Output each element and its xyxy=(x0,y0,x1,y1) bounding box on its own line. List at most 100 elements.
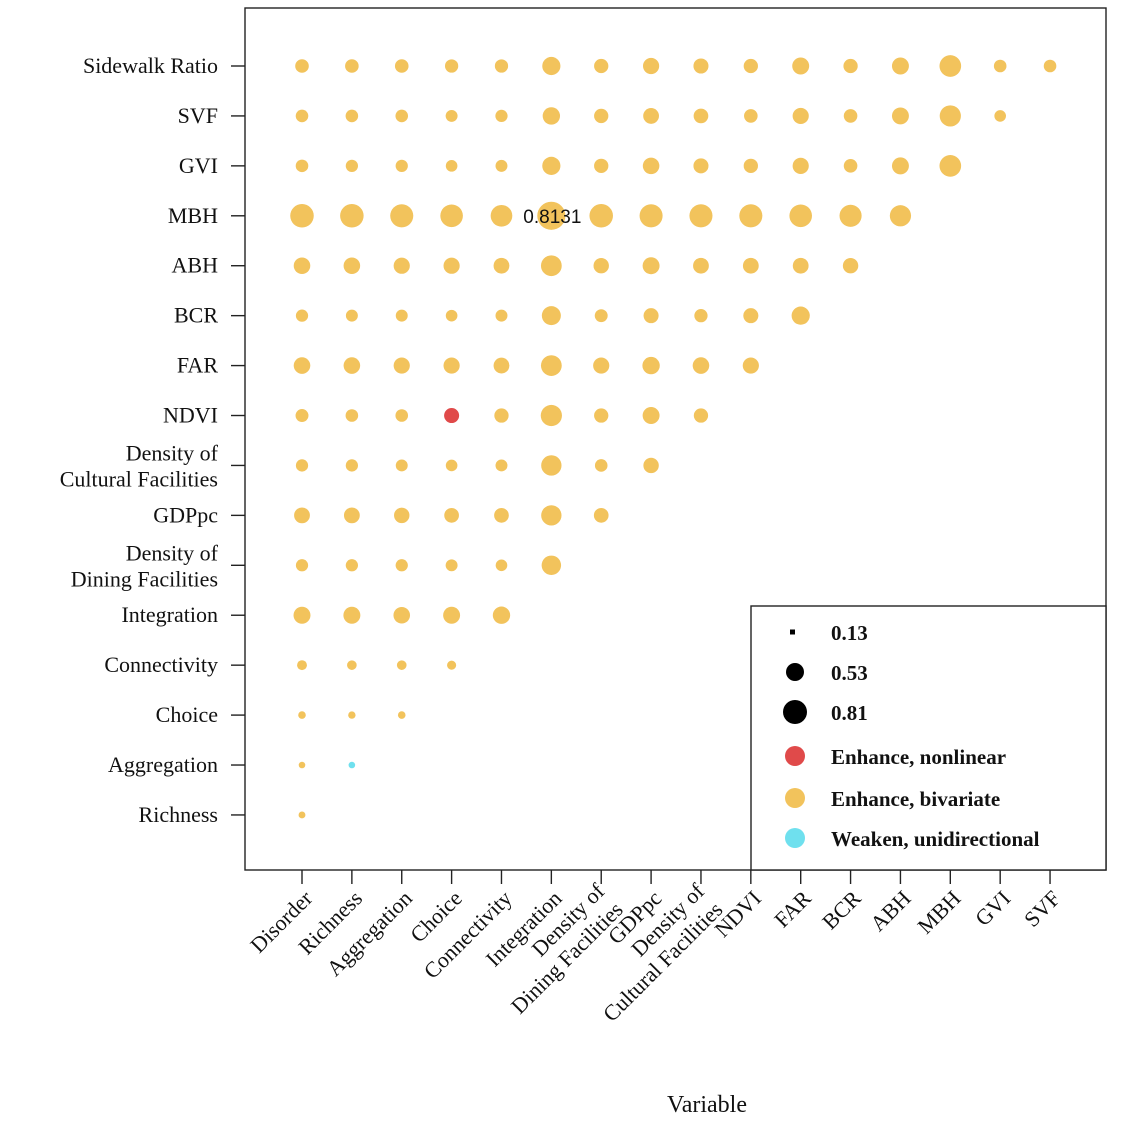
bubble-gvi-x-richness xyxy=(345,159,358,172)
bubble-svf-x-far xyxy=(792,107,809,125)
bubble-ndvi-x-richness xyxy=(345,409,359,422)
legend-size-key-0-53 xyxy=(786,663,804,681)
bubble-abh-x-gdppc xyxy=(642,257,660,275)
bubble-svf-x-disorder xyxy=(295,109,309,123)
bubble-connectivity-x-disorder xyxy=(297,660,307,671)
bubble-abh-x-richness xyxy=(343,257,361,274)
bubble-gdppc-x-connectivity xyxy=(494,508,509,523)
legend-label-enhance-bivariate: Enhance, bivariate xyxy=(831,787,1000,811)
bubble-abh-x-disorder xyxy=(293,257,311,274)
bubble-svf-x-mbh xyxy=(939,105,961,127)
bubble-aggregation-x-disorder xyxy=(298,761,306,769)
y-tick-label-sidewalk-ratio: Sidewalk Ratio xyxy=(83,53,218,78)
bubble-density-of-dining-facilities-x-richness xyxy=(345,559,358,572)
bubble-integration-x-aggregation xyxy=(393,606,411,624)
bubble-mbh-x-richness xyxy=(340,204,364,228)
bubble-ndvi-x-choice xyxy=(444,407,460,424)
bubble-density-of-cultural-facilities-x-connectivity xyxy=(495,459,508,472)
bubble-bcr-x-integration xyxy=(541,306,561,326)
bubble-gvi-x-gdppc xyxy=(642,157,660,175)
bubble-density-of-cultural-facilities-x-gdppc xyxy=(643,457,659,474)
y-tick-label-ndvi: NDVI xyxy=(163,403,218,428)
y-tick-label-gvi: GVI xyxy=(179,153,218,178)
bubble-density-of-cultural-facilities-x-choice xyxy=(445,459,458,472)
bubble-svf-x-abh xyxy=(891,107,909,125)
bubble-integration-x-disorder xyxy=(293,606,311,624)
bubble-abh-x-bcr xyxy=(842,258,859,274)
bubble-bcr-x-far xyxy=(791,306,810,325)
x-tick-label-bcr: BCR xyxy=(817,885,866,934)
bubble-choice-x-aggregation xyxy=(397,711,406,719)
x-tick-label-abh: ABH xyxy=(865,885,916,936)
bubble-far-x-richness xyxy=(343,357,361,374)
bubble-sidewalk-ratio-x-far xyxy=(792,57,810,75)
bubble-ndvi-x-gdppc xyxy=(642,407,660,424)
bubble-mbh-x-abh xyxy=(889,205,912,227)
y-tick-label-mbh: MBH xyxy=(168,203,218,228)
bubble-mbh-x-integration xyxy=(537,201,566,230)
bubble-sidewalk-ratio-x-ndvi xyxy=(743,58,758,74)
bubble-gdppc-x-aggregation xyxy=(394,507,410,524)
bubble-gvi-x-abh xyxy=(891,157,909,175)
bubble-sidewalk-ratio-x-svf xyxy=(1043,59,1057,73)
bubble-far-x-integration xyxy=(540,355,562,376)
bubble-gvi-x-density-of-dining-facilities xyxy=(594,158,609,174)
bubble-gvi-x-integration xyxy=(542,156,561,175)
bubble-far-x-ndvi xyxy=(742,357,759,374)
y-axis: Sidewalk Ratio SVF GVI MBH ABH BCR FAR NDVI Dens… xyxy=(60,53,245,827)
bubble-abh-x-connectivity xyxy=(493,257,510,274)
bubble-bcr-x-choice xyxy=(445,309,458,322)
bubble-ndvi-x-integration xyxy=(540,404,562,427)
bubble-density-of-dining-facilities-x-choice xyxy=(445,559,458,572)
y-tick-label-bcr: BCR xyxy=(174,303,218,328)
bubble-far-x-density-of-dining-facilities xyxy=(593,357,610,374)
bubble-far-x-density-of-cultural-facilities xyxy=(692,357,710,374)
legend-color-key-enhance-nonlinear xyxy=(785,746,805,766)
bubble-far-x-disorder xyxy=(293,357,311,374)
bubble-integration-x-richness xyxy=(343,606,361,624)
bubble-density-of-cultural-facilities-x-richness xyxy=(345,459,358,472)
bubble-sidewalk-ratio-x-density-of-cultural-facilities xyxy=(693,58,709,74)
bubble-ndvi-x-density-of-cultural-facilities xyxy=(693,408,709,423)
bubble-gvi-x-density-of-cultural-facilities xyxy=(693,158,709,174)
bubble-far-x-connectivity xyxy=(493,357,510,374)
legend-label-enhance-nonlinear: Enhance, nonlinear xyxy=(831,745,1006,769)
bubble-gvi-x-bcr xyxy=(843,159,858,173)
x-tick-label-svf: SVF xyxy=(1019,886,1065,932)
bubble-svf-x-integration xyxy=(542,107,561,125)
bubble-choice-x-richness xyxy=(348,711,356,719)
bubble-gdppc-x-disorder xyxy=(294,507,310,524)
bubble-density-of-cultural-facilities-x-aggregation xyxy=(395,459,408,472)
bubble-connectivity-x-richness xyxy=(347,660,357,670)
bubble-svf-x-ndvi xyxy=(744,109,758,123)
bubble-gdppc-x-richness xyxy=(343,507,360,524)
legend-color-key-weaken-unidirectional xyxy=(785,828,805,848)
bubble-far-x-aggregation xyxy=(393,357,410,374)
bubble-svf-x-density-of-dining-facilities xyxy=(594,108,609,124)
legend-color-key-enhance-bivariate xyxy=(785,788,805,808)
bubble-sidewalk-ratio-x-richness xyxy=(345,59,359,73)
bubble-gvi-x-far xyxy=(792,157,809,174)
bubble-mbh-x-choice xyxy=(440,204,463,228)
bubble-sidewalk-ratio-x-density-of-dining-facilities xyxy=(594,58,609,74)
x-tick-label-mbh: MBH xyxy=(912,885,965,938)
bubble-connectivity-x-aggregation xyxy=(396,660,407,670)
legend: 0.13 0.53 0.81 Enhance, nonlinear Enhance, b… xyxy=(750,605,1107,871)
bubble-gdppc-x-choice xyxy=(444,508,459,523)
bubble-sidewalk-ratio-x-connectivity xyxy=(494,59,509,73)
plot-frame xyxy=(244,7,1107,871)
bubble-bcr-x-disorder xyxy=(295,309,309,322)
bubble-sidewalk-ratio-x-abh xyxy=(891,57,909,75)
bubble-bcr-x-aggregation xyxy=(395,309,408,322)
bubble-gvi-x-mbh xyxy=(939,155,962,177)
x-axis: DisorderRichnessAggregationChoiceConnect… xyxy=(245,870,1065,1026)
bubble-bcr-x-gdppc xyxy=(643,308,659,324)
legend-label-0-13: 0.13 xyxy=(831,621,868,645)
bubble-ndvi-x-density-of-dining-facilities xyxy=(594,408,609,423)
bubble-mbh-x-far xyxy=(789,204,812,228)
bubble-abh-x-density-of-cultural-facilities xyxy=(693,257,709,274)
bubble-far-x-gdppc xyxy=(642,356,660,375)
bubble-integration-x-choice xyxy=(443,606,461,624)
bubble-sidewalk-ratio-x-gdppc xyxy=(643,57,660,75)
